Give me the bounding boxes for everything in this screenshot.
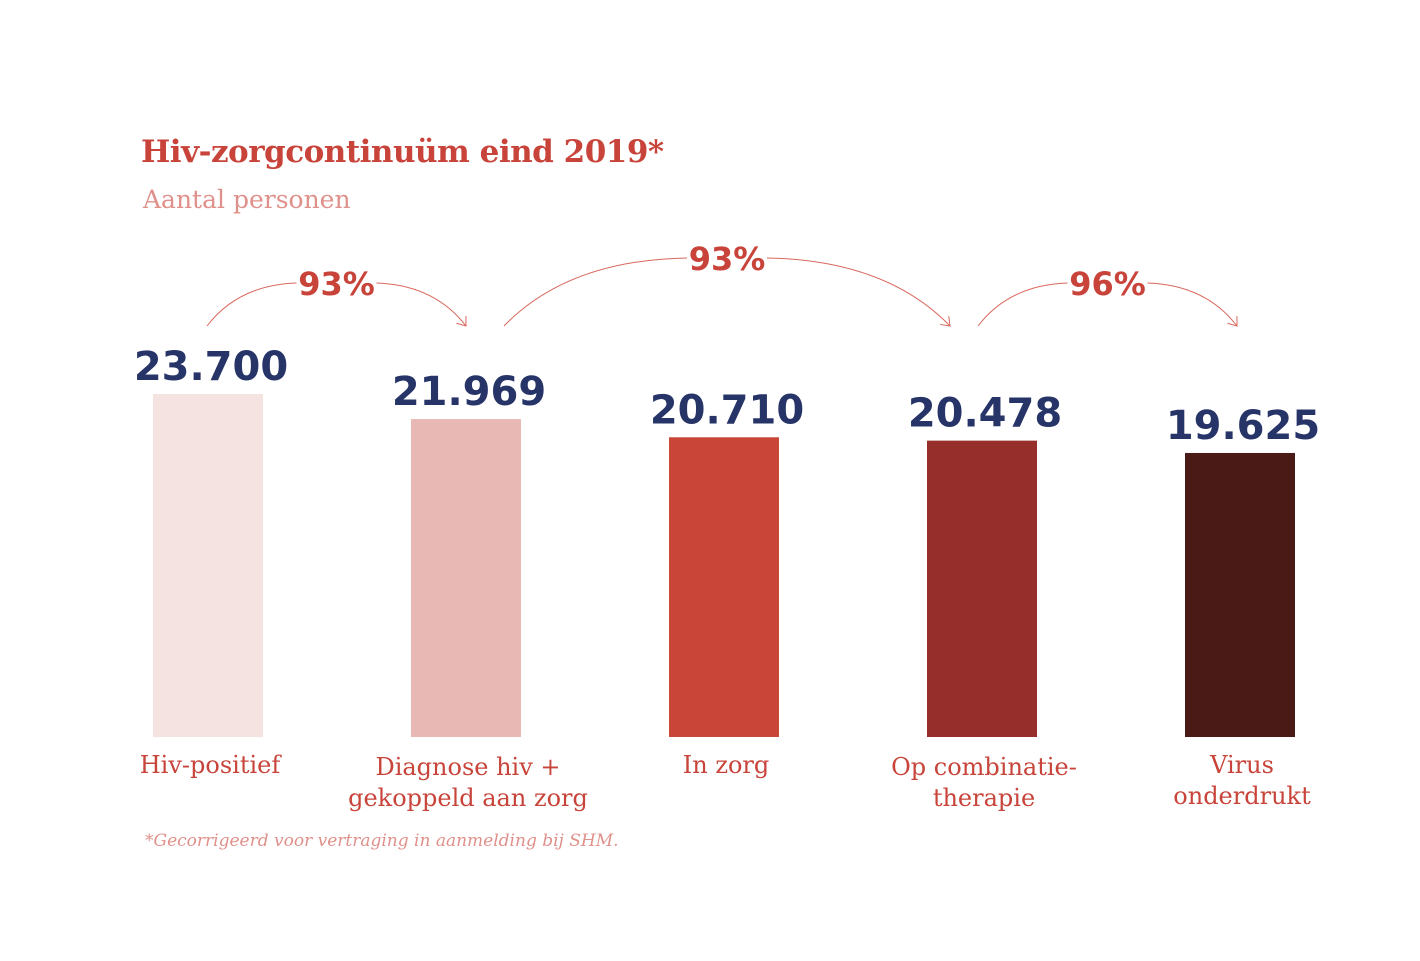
value-label: 19.625	[1166, 403, 1320, 449]
bar	[411, 419, 521, 737]
transition-arrow	[766, 257, 951, 327]
bar	[927, 440, 1037, 737]
bar	[153, 394, 263, 737]
category-label: therapie	[933, 784, 1035, 812]
transition-arc	[503, 257, 688, 327]
category-label: gekoppeld aan zorg	[348, 784, 588, 812]
bar	[669, 437, 779, 737]
chart-subtitle: Aantal personen	[143, 185, 351, 214]
footnote: *Gecorrigeerd voor vertraging in aanmeld…	[145, 831, 619, 851]
category-label: onderdrukt	[1173, 782, 1311, 810]
category-label: Op combinatie-	[891, 753, 1077, 781]
transition-percentage: 93%	[298, 265, 375, 303]
bar	[1185, 452, 1295, 737]
value-label: 23.700	[134, 344, 288, 390]
value-label: 21.969	[392, 369, 546, 415]
transition-arc	[977, 282, 1068, 327]
value-label: 20.478	[908, 391, 1062, 437]
category-label: Diagnose hiv +	[375, 753, 560, 781]
category-label: Hiv-positief	[140, 751, 283, 779]
category-label: In zorg	[683, 751, 770, 779]
transition-arrow	[376, 282, 467, 327]
chart-title: Hiv-zorgcontinuüm eind 2019*	[141, 134, 664, 170]
category-label: Virus	[1209, 751, 1274, 779]
transition-percentage: 93%	[689, 240, 766, 278]
transition-arrow	[1147, 282, 1238, 327]
transition-percentage: 96%	[1069, 265, 1146, 303]
transition-arc	[206, 282, 297, 327]
value-label: 20.710	[650, 387, 804, 433]
